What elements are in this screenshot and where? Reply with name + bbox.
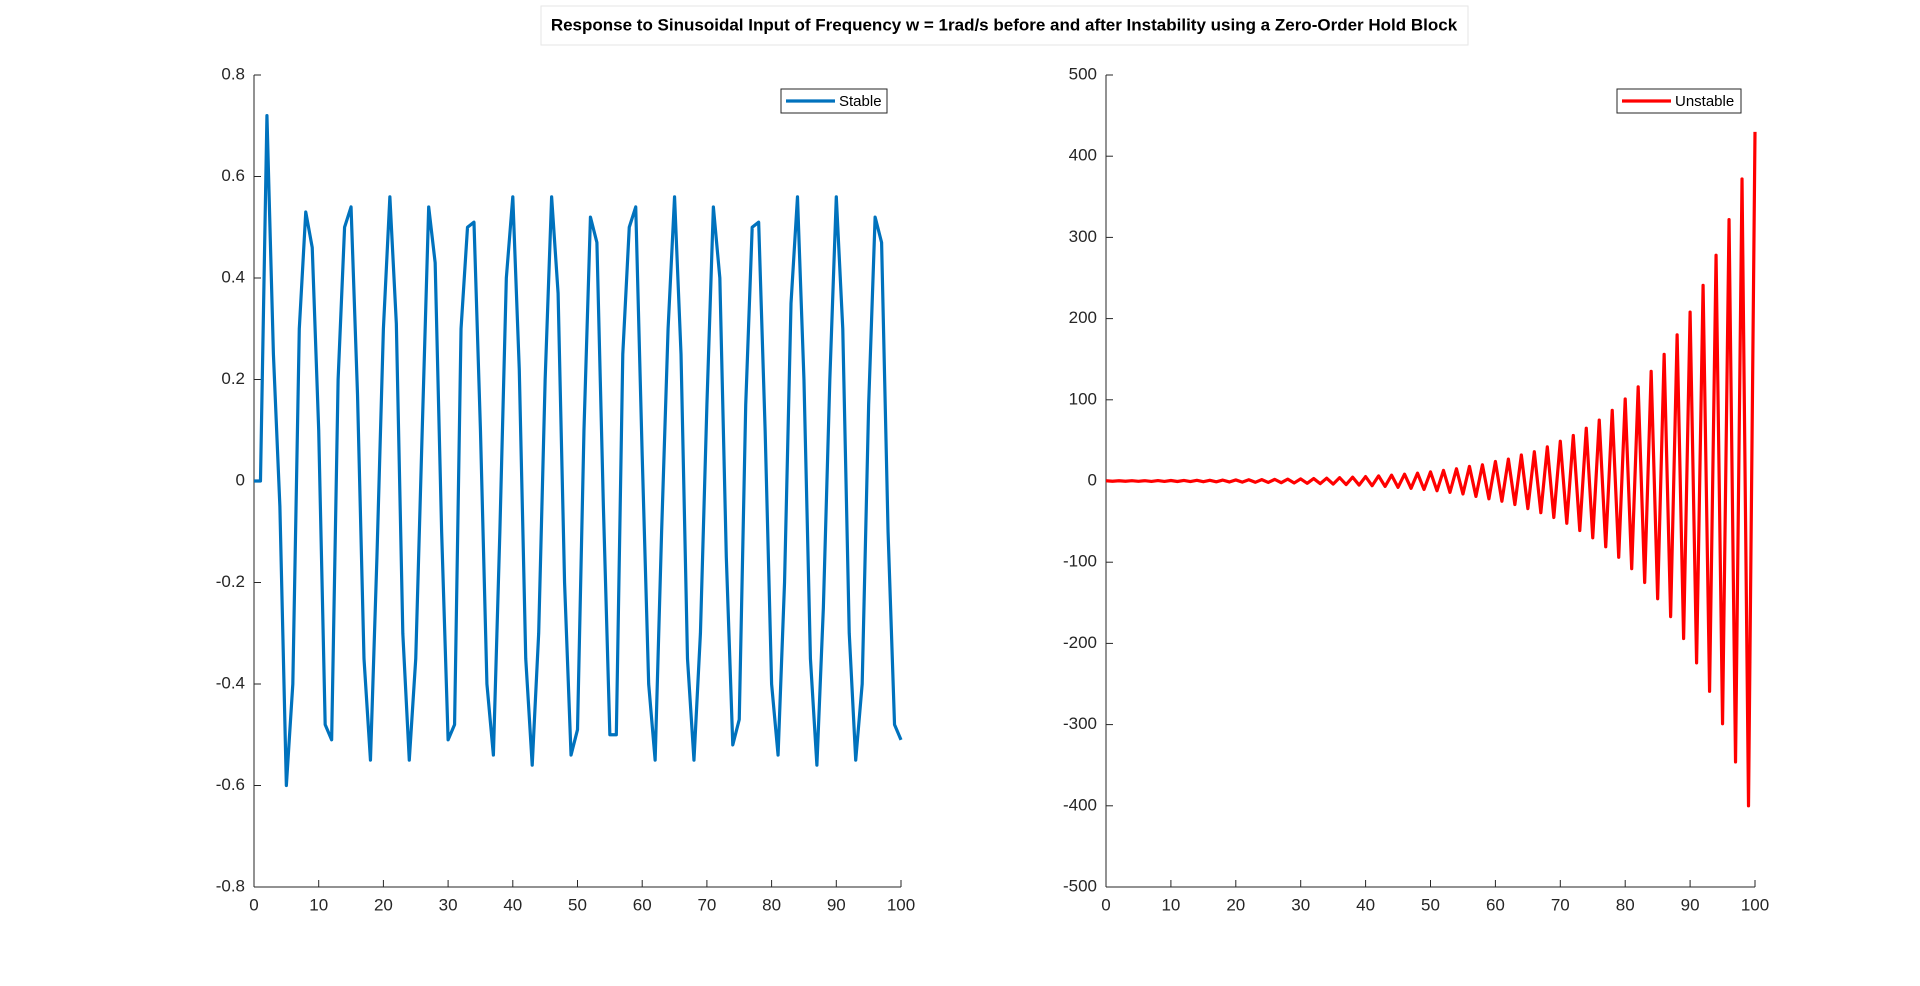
y-tick-label: 500 (1069, 64, 1097, 83)
x-tick-label: 80 (762, 895, 781, 914)
x-tick-label: 70 (697, 895, 716, 914)
x-tick-label: 20 (1226, 895, 1245, 914)
figure-title: Response to Sinusoidal Input of Frequenc… (551, 15, 1458, 34)
y-tick-label: 0.6 (221, 166, 245, 185)
y-tick-label: 0 (236, 470, 245, 489)
y-tick-label: 0.2 (221, 369, 245, 388)
y-tick-label: 0.8 (221, 64, 245, 83)
x-tick-label: 20 (374, 895, 393, 914)
y-tick-label: -400 (1063, 795, 1097, 814)
legend-label: Unstable (1675, 93, 1734, 110)
y-tick-label: -0.4 (216, 673, 245, 692)
x-tick-label: 60 (633, 895, 652, 914)
x-tick-label: 40 (1356, 895, 1375, 914)
y-tick-label: -0.8 (216, 876, 245, 895)
x-tick-label: 10 (309, 895, 328, 914)
x-tick-label: 80 (1616, 895, 1635, 914)
x-tick-label: 0 (249, 895, 258, 914)
data-line (1105, 131, 1757, 808)
x-tick-label: 90 (827, 895, 846, 914)
x-tick-label: 60 (1486, 895, 1505, 914)
y-tick-label: -0.2 (216, 572, 245, 591)
x-tick-label: 50 (1421, 895, 1440, 914)
data-line (254, 114, 903, 788)
y-tick-label: -300 (1063, 714, 1097, 733)
y-tick-label: -200 (1063, 633, 1097, 652)
x-tick-label: 0 (1101, 895, 1110, 914)
y-tick-label: 400 (1069, 146, 1097, 165)
x-tick-label: 30 (1291, 895, 1310, 914)
y-tick-label: -0.6 (216, 775, 245, 794)
x-tick-label: 100 (1741, 895, 1769, 914)
x-tick-label: 100 (887, 895, 915, 914)
y-tick-label: -100 (1063, 552, 1097, 571)
x-tick-label: 10 (1161, 895, 1180, 914)
legend-label: Stable (839, 93, 882, 110)
y-tick-label: 0 (1088, 470, 1097, 489)
x-tick-label: 50 (568, 895, 587, 914)
y-tick-label: 300 (1069, 227, 1097, 246)
y-tick-label: 100 (1069, 389, 1097, 408)
x-tick-label: 70 (1551, 895, 1570, 914)
y-tick-label: 0.4 (221, 267, 245, 286)
x-tick-label: 90 (1681, 895, 1700, 914)
x-tick-label: 40 (503, 895, 522, 914)
x-tick-label: 30 (439, 895, 458, 914)
y-tick-label: -500 (1063, 876, 1097, 895)
title-box (540, 5, 1469, 46)
y-tick-label: 200 (1069, 308, 1097, 327)
